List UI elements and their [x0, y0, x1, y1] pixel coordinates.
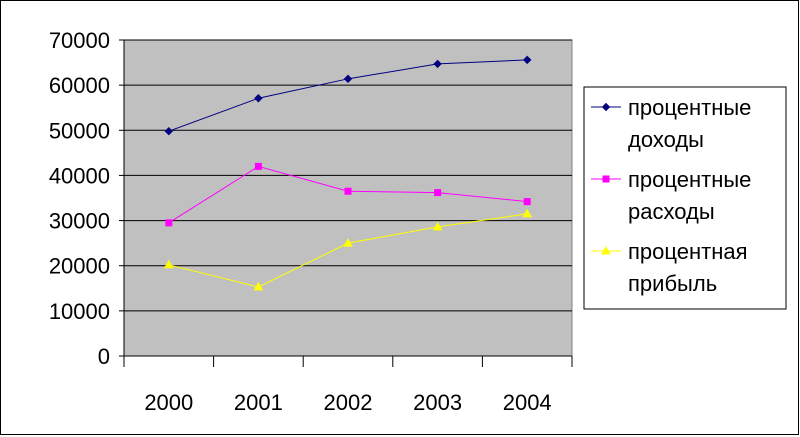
legend-entry: процентные доходы [591, 95, 751, 152]
plot-area [123, 39, 573, 357]
legend-label: расходы [628, 199, 715, 224]
legend-label: процентная [628, 239, 748, 264]
y-tick-label: 70000 [49, 28, 110, 53]
legend: процентныедоходыпроцентныерасходыпроцент… [583, 86, 787, 310]
series-1 [165, 162, 531, 227]
series-2 [163, 208, 533, 291]
x-tick-label: 2003 [413, 390, 462, 415]
y-tick-label: 50000 [49, 118, 110, 143]
data-point [253, 281, 264, 291]
x-tick-label: 2000 [144, 390, 193, 415]
legend-marker [601, 245, 611, 255]
y-tick-label: 40000 [49, 163, 110, 188]
x-axis-tick-labels: 2000 2001 2002 2003 2004 [144, 390, 551, 415]
data-point [254, 94, 263, 103]
y-tick-label: 10000 [49, 299, 110, 324]
data-point [165, 219, 173, 227]
data-point [164, 126, 174, 136]
grid-lines [124, 39, 572, 312]
data-point [432, 221, 443, 231]
legend-label: доходы [628, 127, 704, 152]
data-point [343, 74, 353, 84]
data-point [343, 238, 353, 247]
x-tick-label: 2001 [234, 390, 283, 415]
legend-entry: процентные расходы [591, 167, 751, 224]
data-point [522, 208, 533, 218]
legend-box [583, 86, 787, 310]
y-tick-label: 0 [98, 344, 110, 369]
y-tick-label: 30000 [49, 209, 110, 234]
legend-marker [602, 175, 610, 183]
y-tick-label: 60000 [49, 73, 110, 98]
data-point [433, 59, 442, 69]
series-layer [163, 55, 533, 291]
legend-marker [601, 102, 611, 112]
y-tick-label: 20000 [49, 254, 110, 279]
x-tick-label: 2004 [503, 390, 552, 415]
legend-entry: процентная прибыль [591, 239, 748, 296]
series-0 [164, 55, 532, 136]
legend-label: процентные [628, 95, 751, 120]
legend-label: процентные [628, 167, 751, 192]
axes [119, 39, 573, 367]
legend-label: прибыль [628, 271, 717, 296]
y-axis-tick-labels: 0 10000 20000 30000 40000 50000 60000 70000 [49, 28, 110, 369]
x-tick-label: 2002 [324, 390, 373, 415]
data-point [522, 55, 532, 65]
data-point [163, 259, 174, 269]
data-point [254, 162, 262, 170]
data-point [434, 189, 442, 197]
data-point [344, 187, 352, 195]
data-point [523, 198, 531, 206]
